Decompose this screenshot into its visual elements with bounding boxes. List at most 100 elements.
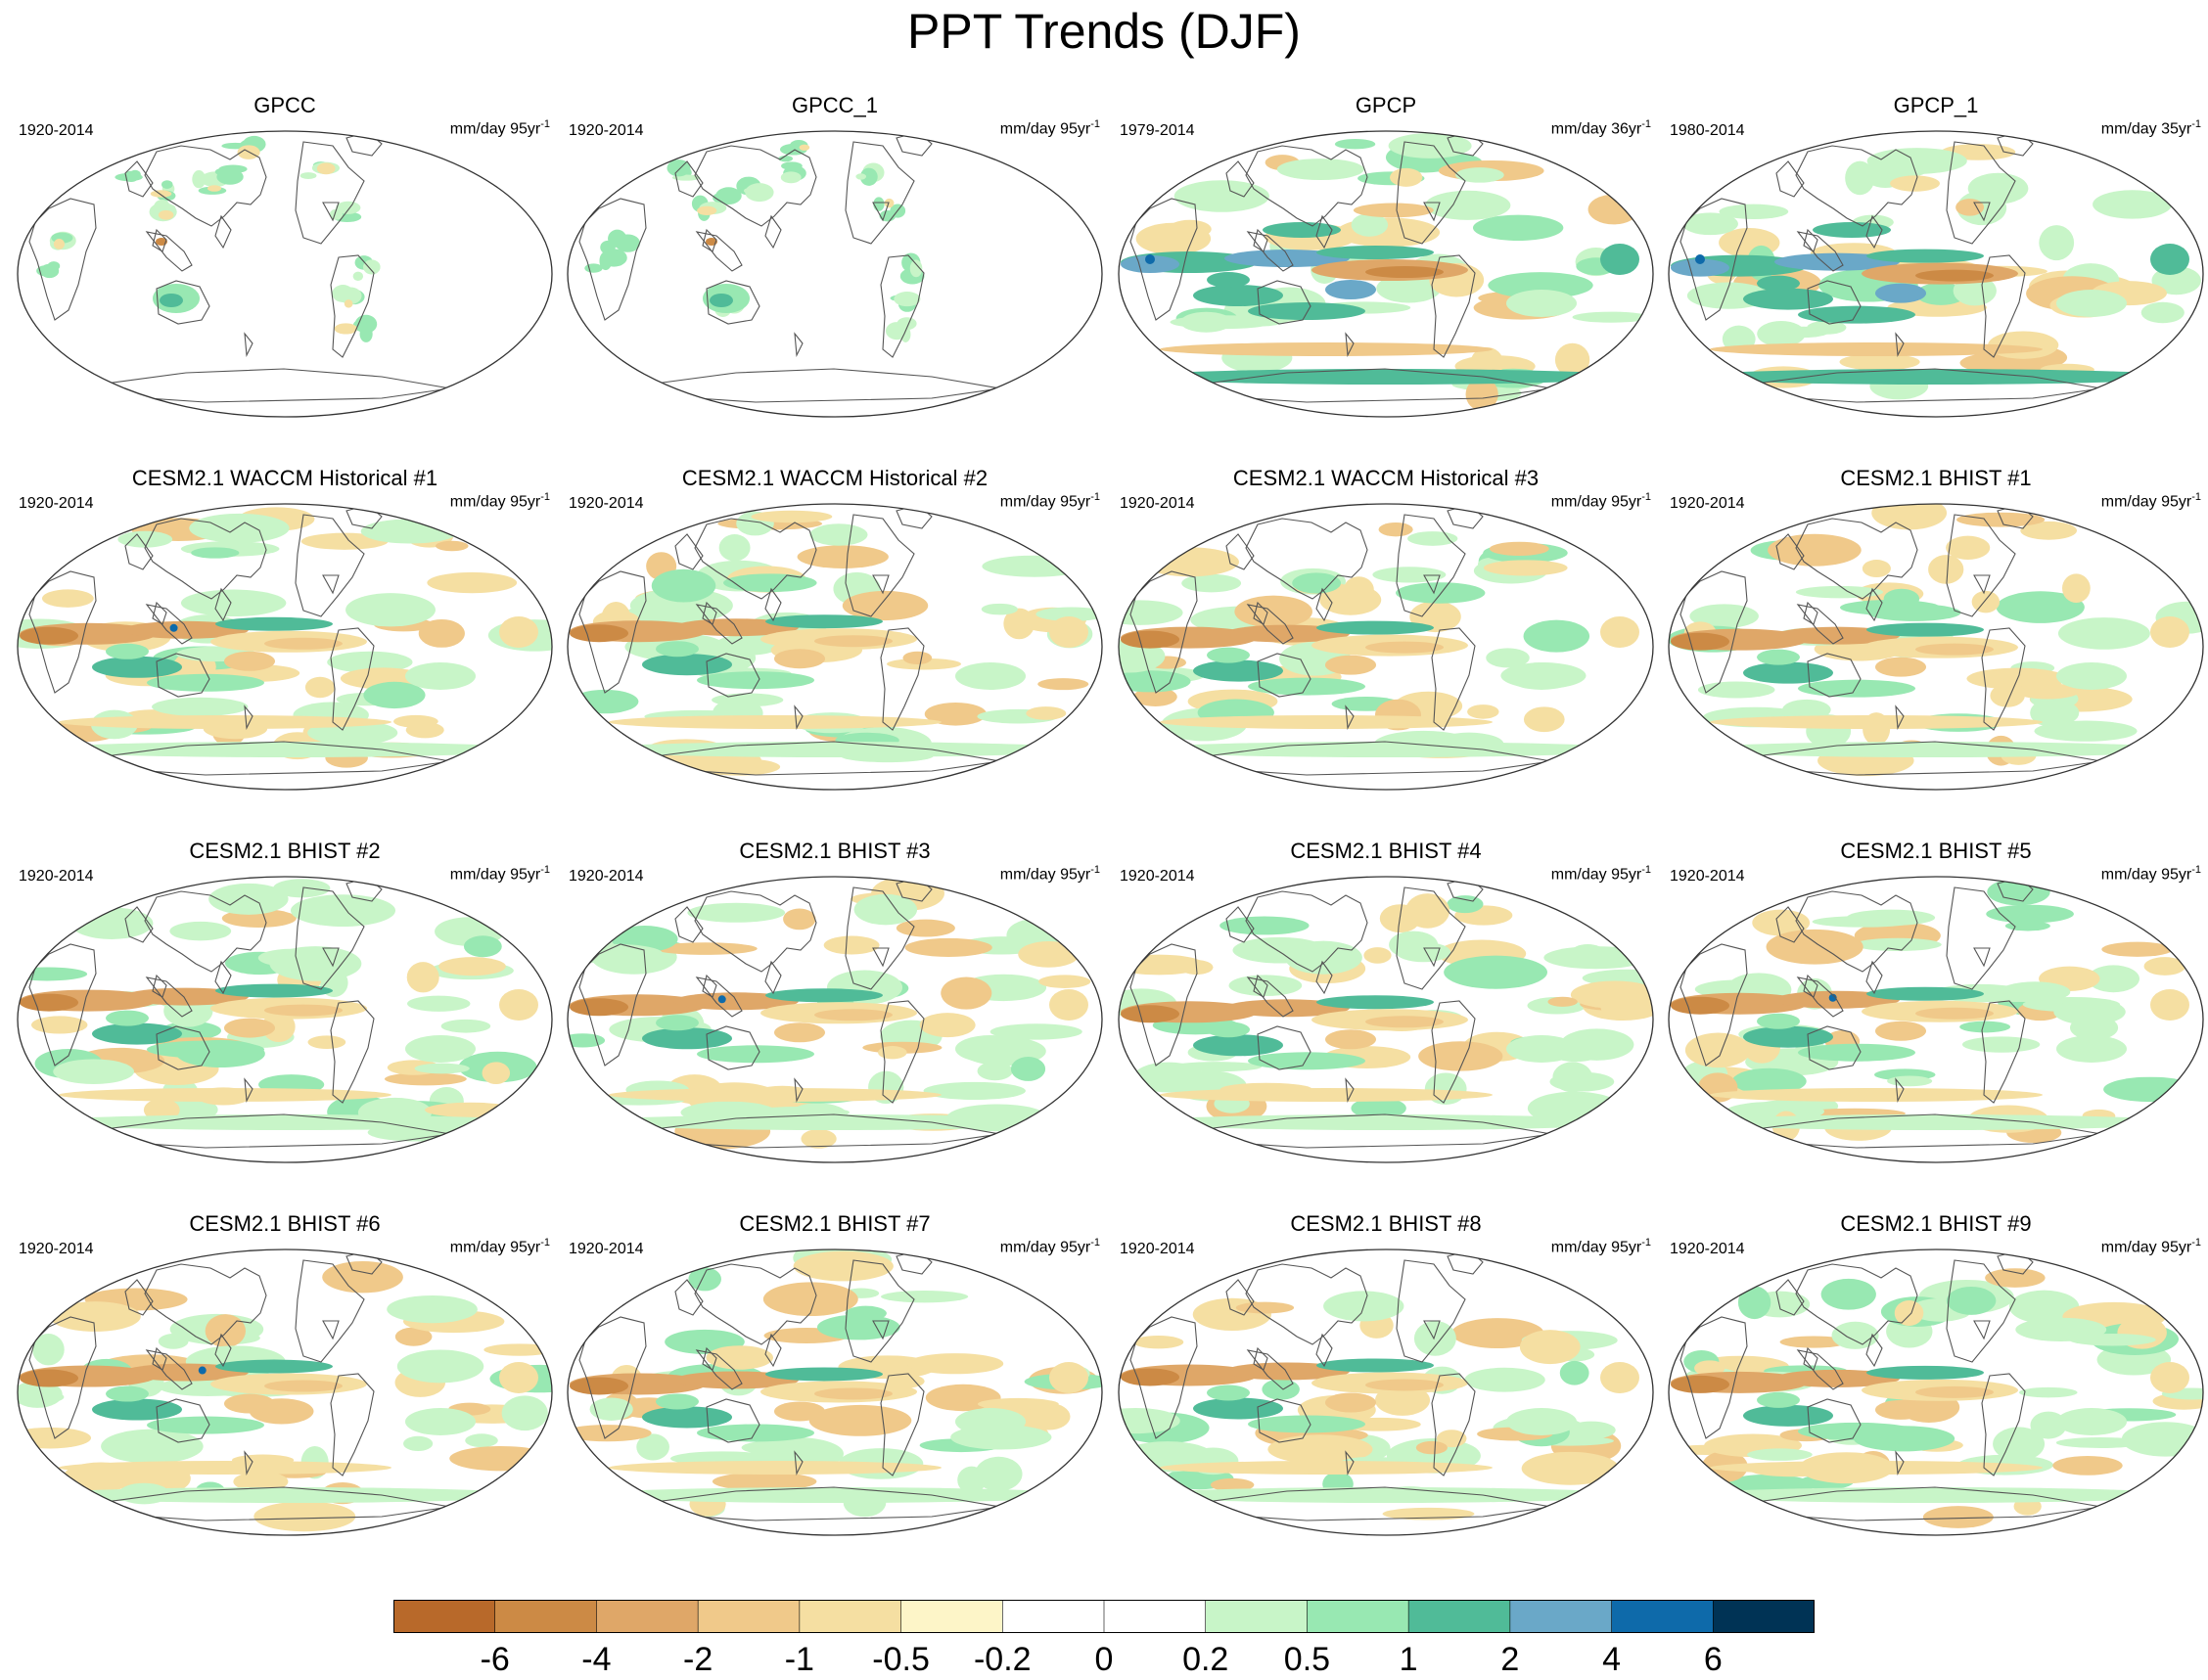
coastline — [330, 627, 375, 731]
coastline — [1129, 570, 1198, 694]
trend-contour — [809, 523, 868, 546]
panel-units: mm/day 95yr-1 — [1551, 1233, 1651, 1257]
trend-contour — [1390, 167, 1423, 187]
coastline — [1895, 1077, 1905, 1103]
map-panel-grid: GPCC 1920-2014 mm/day 95yr-1 GPCC_1 1920-201… — [10, 93, 2208, 1564]
trend-contour — [1795, 585, 1884, 599]
trend-contour — [1971, 590, 2001, 613]
map-border — [1118, 503, 1654, 791]
trend-contour — [1731, 1067, 1807, 1095]
map-panel: CESM2.1 BHIST #7 1920-2014 mm/day 95yr-1 — [560, 1211, 1110, 1564]
trend-contour — [307, 1035, 346, 1050]
map-panel: CESM2.1 BHIST #5 1920-2014 mm/day 95yr-1 — [1661, 839, 2208, 1191]
map-panel: CESM2.1 BHIST #6 1920-2014 mm/day 95yr-1 — [10, 1211, 560, 1564]
trend-contour — [919, 1013, 976, 1038]
coastline — [1981, 627, 2026, 731]
trend-contour — [1946, 535, 1991, 560]
trend-contour — [1552, 1062, 1593, 1093]
trend-contour — [687, 902, 786, 923]
coastline — [322, 202, 340, 222]
panel-units-text: mm/day 95yr — [449, 866, 541, 884]
coastline — [845, 886, 915, 990]
trend-field — [1119, 131, 1653, 417]
trend-contour — [570, 998, 628, 1017]
coastline — [214, 960, 232, 995]
trend-contour — [2056, 290, 2127, 317]
trend-field — [1119, 877, 1653, 1162]
trend-contour — [387, 1294, 478, 1324]
coastline — [28, 1316, 97, 1439]
trend-contour — [1210, 1477, 1255, 1492]
trend-contour — [1567, 1421, 1616, 1439]
trend-contour — [842, 590, 929, 621]
map-svg — [567, 130, 1103, 418]
coastline — [144, 890, 267, 973]
coastline — [706, 280, 760, 325]
trend-field — [1669, 1249, 2203, 1535]
trend-contour — [982, 555, 1087, 577]
trend-contour — [1207, 1385, 1250, 1401]
coastline — [322, 947, 340, 968]
coastline — [764, 214, 782, 250]
trend-contour — [570, 624, 628, 643]
trend-contour — [2150, 989, 2189, 1021]
trend-contour — [1037, 678, 1089, 691]
trend-contour — [1365, 1016, 1444, 1028]
trend-contour — [1316, 995, 1434, 1010]
trend-contour — [1757, 275, 1800, 292]
trend-contour — [1413, 1321, 1456, 1356]
coastline — [1423, 574, 1441, 595]
trend-contour — [1875, 657, 1926, 677]
trend-contour — [2057, 617, 2150, 650]
panel-title: GPCC — [253, 93, 316, 117]
trend-contour — [697, 1424, 814, 1442]
colorbar-swatch — [698, 1600, 800, 1633]
trend-contour — [322, 1260, 403, 1294]
trend-contour — [2020, 521, 2078, 540]
trend-contour — [609, 1461, 942, 1475]
coastline — [1807, 1025, 1862, 1070]
trend-contour — [1554, 342, 1590, 378]
trend-contour — [1405, 893, 1450, 929]
trend-contour — [2087, 965, 2139, 993]
colorbar-swatch — [799, 1600, 901, 1633]
trend-contour — [2052, 1455, 2123, 1476]
trend-contour — [405, 721, 444, 739]
coastline — [1225, 160, 1255, 198]
trend-contour — [1325, 655, 1376, 675]
trend-contour — [816, 1314, 900, 1340]
trend-contour — [1922, 1506, 1994, 1528]
trend-contour — [1444, 955, 1548, 989]
map-border — [567, 503, 1103, 791]
coastline — [1679, 570, 1748, 694]
trend-contour — [2039, 225, 2075, 261]
panel-units-text: mm/day 95yr — [2100, 493, 2192, 511]
trend-contour — [1875, 1021, 1926, 1041]
coastline — [244, 1450, 253, 1476]
coastline — [1973, 202, 1991, 222]
trend-contour — [1049, 616, 1088, 648]
coastline — [1431, 1373, 1476, 1476]
coastline — [1257, 280, 1311, 325]
trend-contour — [407, 995, 471, 1012]
trend-contour — [53, 1059, 135, 1084]
trend-contour — [1559, 1028, 1634, 1061]
trend-contour — [215, 616, 333, 631]
coastline — [1895, 1450, 1905, 1476]
trend-contour — [465, 1433, 498, 1448]
trend-contour — [59, 1088, 391, 1102]
trend-contour — [1813, 222, 1891, 238]
trend-contour — [1325, 280, 1376, 300]
trend-contour — [897, 317, 917, 331]
panel-period: 1920-2014 — [1120, 1241, 1195, 1257]
map-panel: GPCC 1920-2014 mm/day 95yr-1 — [10, 93, 560, 445]
coastline — [1431, 254, 1476, 358]
trend-contour — [359, 325, 373, 342]
panel-units-text: mm/day 95yr — [449, 1239, 541, 1256]
map-border — [17, 130, 553, 418]
trend-contour — [2143, 957, 2186, 976]
trend-contour — [1193, 1397, 1283, 1420]
trend-contour — [1768, 533, 1862, 567]
coastline — [1225, 906, 1255, 943]
trend-contour — [150, 190, 172, 198]
